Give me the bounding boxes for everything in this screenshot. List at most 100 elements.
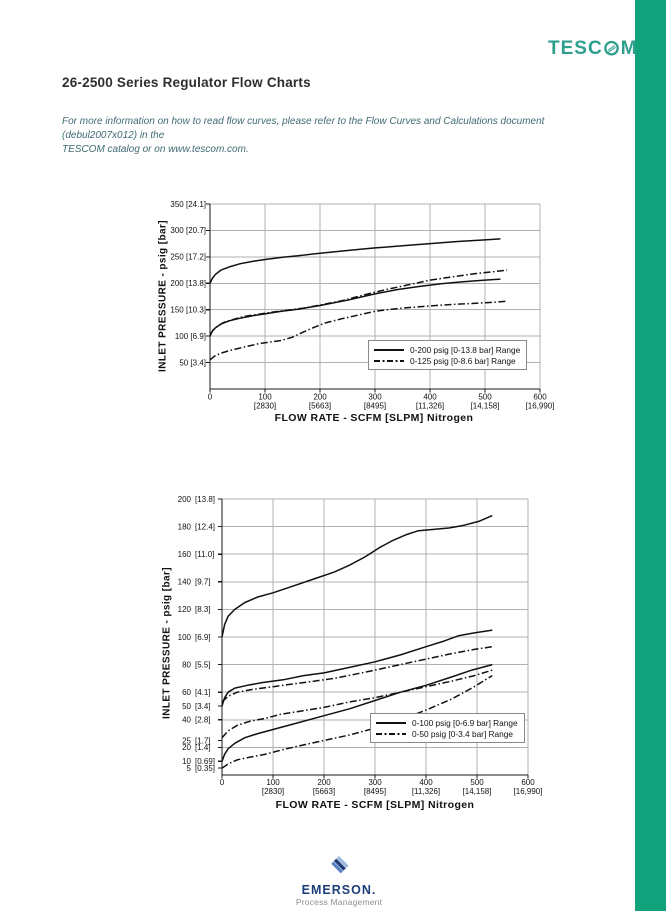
legend-entry: 0-125 psig [0-8.6 bar] Range — [374, 355, 520, 366]
series-0-125-psig-range-lower-curve- — [209, 300, 508, 361]
svg-text:20: 20 — [182, 743, 191, 752]
svg-text:80: 80 — [182, 660, 191, 669]
emerson-tagline-text: Process Management — [295, 897, 383, 907]
legend-label: 0-125 psig [0-8.6 bar] Range — [410, 355, 516, 366]
series-0-50-psig-range-middle-curve- — [221, 669, 493, 739]
svg-text:[8.3]: [8.3] — [195, 605, 211, 614]
series-0-100-psig-range-upper-curve- — [221, 514, 493, 638]
legend-entry: 0-50 psig [0-3.4 bar] Range — [376, 728, 518, 739]
legend-label: 0-100 psig [0-6.9 bar] Range — [412, 717, 518, 728]
chart1-y-axis-title: INLET PRESSURE - psig [bar] — [157, 220, 169, 372]
svg-text:[16,990]: [16,990] — [514, 787, 543, 796]
svg-text:60: 60 — [182, 688, 191, 697]
svg-text:300: 300 — [368, 393, 382, 402]
chart2-y-axis-title: INLET PRESSURE - psig [bar] — [161, 567, 173, 719]
chart2-x-axis-title: FLOW RATE - SCFM [SLPM] Nitrogen — [275, 799, 475, 811]
svg-text:[5663]: [5663] — [309, 402, 331, 411]
svg-text:[11.0]: [11.0] — [195, 550, 214, 559]
svg-text:[4.1]: [4.1] — [195, 688, 211, 697]
tescom-logo: TESC M — [548, 39, 638, 58]
brand-accent-strip — [635, 0, 666, 911]
svg-text:300 [20.7]: 300 [20.7] — [170, 226, 206, 235]
tescom-logo-prefix: TESC — [548, 38, 603, 59]
intro-note: For more information on how to read flow… — [62, 116, 545, 156]
series-0-50-psig-range-upper-curve- — [221, 645, 493, 703]
svg-text:[2830]: [2830] — [262, 787, 284, 796]
svg-text:140: 140 — [178, 578, 192, 587]
svg-text:[1.7]: [1.7] — [195, 736, 211, 745]
gridlines — [210, 203, 541, 389]
svg-text:[16,990]: [16,990] — [526, 402, 555, 411]
series-0-100-psig-range-middle-curve- — [221, 629, 493, 707]
svg-text:200 [13.8]: 200 [13.8] — [170, 279, 206, 288]
chart2-legend: 0-100 psig [0-6.9 bar] Range 0-50 psig [… — [370, 713, 525, 743]
chart1: 350 [24.1] 300 [20.7] 250 [17.2] 200 [13.8]… — [170, 200, 554, 411]
series-0-200-psig-range-lower-curve- — [209, 278, 501, 337]
svg-text:[0.35]: [0.35] — [195, 764, 215, 773]
chart2: 200 [13.8]180 [12.4]160 [11.0]140 [9.7]120 [8… — [178, 495, 543, 796]
svg-text:160: 160 — [178, 550, 192, 559]
svg-text:[14,158]: [14,158] — [463, 787, 492, 796]
svg-text:400: 400 — [423, 393, 437, 402]
svg-text:400: 400 — [419, 778, 433, 787]
svg-text:5: 5 — [187, 764, 192, 773]
svg-text:0: 0 — [220, 778, 225, 787]
svg-text:[9.7]: [9.7] — [195, 578, 211, 587]
svg-text:50: 50 — [182, 702, 191, 711]
svg-text:150 [10.3]: 150 [10.3] — [170, 306, 206, 315]
emerson-brand-text: EMERSON. — [301, 883, 377, 897]
page-title: 26-2500 Series Regulator Flow Charts — [62, 75, 311, 90]
svg-text:600: 600 — [533, 393, 547, 402]
tescom-logo-suffix: M — [620, 38, 638, 59]
dashdot-line-sample-icon — [374, 359, 404, 362]
svg-text:100: 100 — [178, 633, 192, 642]
svg-text:200: 200 — [317, 778, 331, 787]
svg-text:300: 300 — [368, 778, 382, 787]
svg-text:[8495]: [8495] — [364, 402, 386, 411]
legend-label: 0-200 psig [0-13.8 bar] Range — [410, 344, 521, 355]
svg-text:100: 100 — [258, 393, 272, 402]
svg-text:[5.5]: [5.5] — [195, 660, 211, 669]
svg-text:[0.69]: [0.69] — [195, 757, 215, 766]
svg-text:[11,326]: [11,326] — [416, 402, 444, 411]
legend-label: 0-50 psig [0-3.4 bar] Range — [412, 728, 514, 739]
svg-text:[3.4]: [3.4] — [195, 702, 211, 711]
chart1-legend: 0-200 psig [0-13.8 bar] Range 0-125 psig… — [368, 340, 528, 370]
svg-text:180: 180 — [178, 522, 192, 531]
chart1-x-axis-title: FLOW RATE - SCFM [SLPM] Nitrogen — [274, 412, 474, 424]
svg-text:50 [3.4]: 50 [3.4] — [179, 358, 206, 367]
svg-text:[2830]: [2830] — [254, 402, 276, 411]
svg-text:10: 10 — [182, 757, 191, 766]
legend-entry: 0-100 psig [0-6.9 bar] Range — [376, 717, 518, 728]
series-0-125-psig-range-upper-curve- — [209, 269, 508, 336]
emerson-diamond-icon — [331, 855, 349, 874]
svg-text:120: 120 — [178, 605, 192, 614]
svg-text:[8495]: [8495] — [364, 787, 386, 796]
tescom-o-globe-icon — [604, 40, 620, 56]
svg-text:[2.8]: [2.8] — [195, 716, 211, 725]
svg-text:250 [17.2]: 250 [17.2] — [170, 253, 206, 262]
series-0-50-psig-range-lower-curve- — [221, 674, 493, 769]
svg-text:600: 600 — [521, 778, 535, 787]
svg-text:[5663]: [5663] — [313, 787, 335, 796]
tick-labels: 200 [13.8]180 [12.4]160 [11.0]140 [9.7]120 [8… — [178, 495, 543, 796]
svg-text:500: 500 — [470, 778, 484, 787]
svg-text:200: 200 — [313, 393, 327, 402]
svg-text:100: 100 — [266, 778, 280, 787]
solid-line-sample-icon — [376, 721, 406, 724]
svg-text:[13.8]: [13.8] — [195, 495, 215, 504]
svg-text:200: 200 — [178, 495, 192, 504]
svg-text:100 [6.9]: 100 [6.9] — [175, 332, 206, 341]
svg-text:[6.9]: [6.9] — [195, 633, 211, 642]
svg-text:500: 500 — [478, 393, 492, 402]
svg-text:0: 0 — [208, 393, 213, 402]
dashdot-line-sample-icon — [376, 732, 406, 735]
tick-labels: 350 [24.1] 300 [20.7] 250 [17.2] 200 [13.8]… — [170, 200, 554, 411]
series-0-200-psig-range-upper-curve- — [209, 238, 501, 284]
legend-entry: 0-200 psig [0-13.8 bar] Range — [374, 344, 520, 355]
series-0-100-psig-range-lower-curve- — [221, 663, 493, 762]
svg-text:350 [24.1]: 350 [24.1] — [170, 200, 206, 209]
svg-text:[14,158]: [14,158] — [471, 402, 500, 411]
solid-line-sample-icon — [374, 348, 404, 351]
